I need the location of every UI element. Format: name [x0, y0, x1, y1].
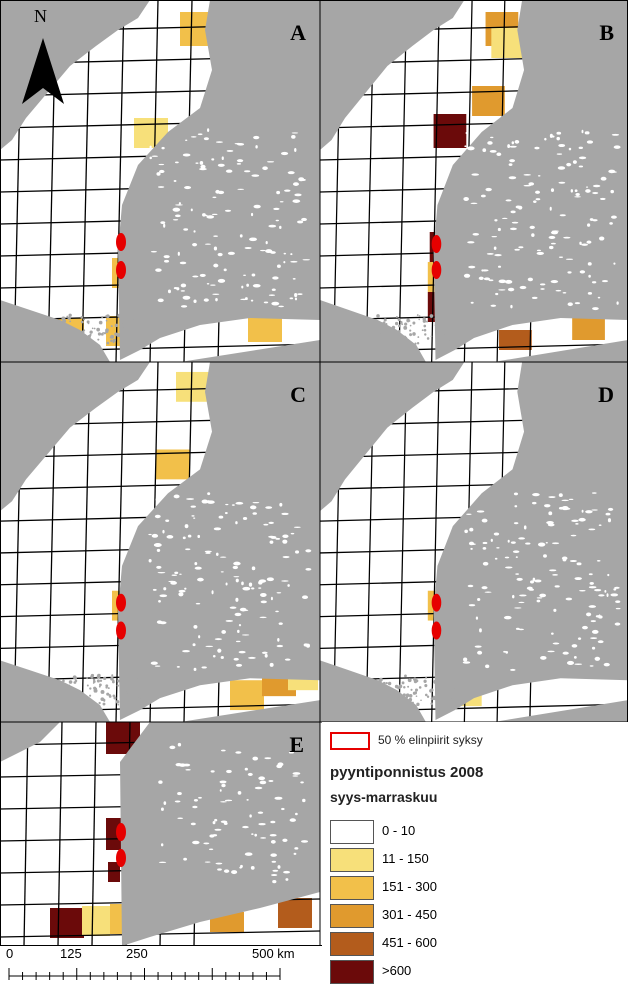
map-panel-e: E	[0, 722, 320, 946]
legend-swatch-3	[330, 904, 374, 928]
map-svg	[320, 362, 628, 722]
legend-class-label-3: 301 - 450	[382, 907, 437, 922]
legend-subtitle: syys-marraskuu	[330, 789, 438, 805]
home-range-contour	[116, 823, 126, 841]
legend-swatch-4	[330, 932, 374, 956]
legend-class-label-2: 151 - 300	[382, 879, 437, 894]
home-range-contour	[116, 261, 126, 279]
map-panel-d: D	[320, 362, 628, 722]
panel-letter-d: D	[598, 382, 614, 407]
map-panel-b: B	[320, 0, 628, 362]
scale-ruler	[8, 968, 281, 980]
scale-label-500: 500 km	[252, 946, 295, 961]
legend: 50 % elinpiirit syksy pyyntiponnistus 20…	[322, 722, 628, 989]
home-range-contour	[116, 593, 126, 612]
scale-label-0: 0	[6, 946, 14, 961]
legend-swatch-0	[330, 820, 374, 844]
effort-cell	[50, 908, 84, 938]
legend-class-label-5: >600	[382, 963, 412, 978]
effort-cell	[278, 898, 312, 928]
scale-bar: 0 125 250 500 km	[0, 946, 322, 989]
legend-swatch-5	[330, 960, 374, 984]
effort-cell	[472, 86, 505, 116]
scale-label-125: 125	[60, 946, 82, 961]
home-range-contour	[431, 593, 442, 612]
north-label: N	[34, 6, 47, 26]
map-svg	[0, 722, 320, 946]
home-range-contour	[431, 235, 442, 253]
legend-swatch-1	[330, 848, 374, 872]
legend-class-label-4: 451 - 600	[382, 935, 437, 950]
legend-title: pyyntiponnistus 2008	[330, 764, 484, 781]
legend-class-label-1: 11 - 150	[382, 851, 429, 866]
home-range-contour	[116, 849, 126, 867]
map-panel-c: C	[0, 362, 320, 722]
effort-cell	[433, 114, 467, 148]
scale-label-250: 250	[126, 946, 148, 961]
legend-class-label-0: 0 - 10	[382, 823, 416, 838]
legend-contour-label: 50 % elinpiirit syksy	[378, 733, 483, 747]
map-svg	[0, 362, 320, 722]
legend-contour-swatch	[330, 732, 370, 750]
home-range-contour	[431, 261, 442, 279]
home-range-contour	[116, 233, 126, 251]
panel-letter-b: B	[599, 20, 614, 45]
effort-cell	[82, 906, 110, 936]
panel-letter-c: C	[290, 382, 306, 407]
home-range-contour	[431, 621, 442, 640]
legend-swatch-2	[330, 876, 374, 900]
effort-cell	[176, 371, 210, 402]
map-svg	[320, 0, 628, 362]
panel-letter-a: A	[290, 20, 306, 45]
panel-letter-e: E	[289, 732, 304, 757]
home-range-contour	[116, 621, 126, 640]
